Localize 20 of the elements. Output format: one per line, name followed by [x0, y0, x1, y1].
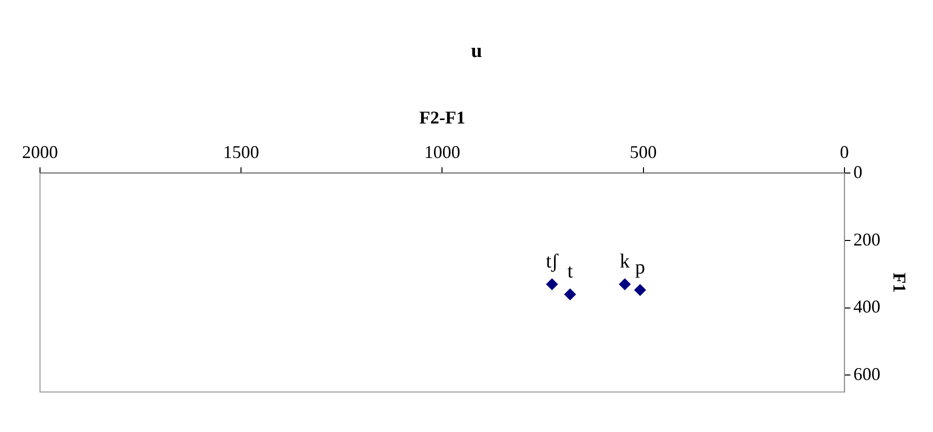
x-tick-label: 500 — [630, 142, 657, 162]
point — [618, 278, 631, 290]
y-tick-label: 400 — [853, 296, 880, 317]
y-tick-label: 200 — [853, 229, 880, 250]
x-axis-title: F2-F1 — [419, 107, 466, 128]
y-axis-title: F1 — [890, 272, 910, 293]
annotation: t — [567, 260, 574, 283]
annotation: k — [620, 250, 630, 273]
annotation: tʃ — [546, 250, 558, 273]
x-tick-label: 0 — [840, 142, 849, 162]
x-tick-label: 2000 — [22, 142, 58, 162]
x-tick-label: 1000 — [424, 142, 460, 162]
point — [564, 288, 576, 300]
point — [634, 284, 646, 296]
x-tick-label: 1500 — [223, 142, 260, 162]
annotation: p — [635, 256, 646, 278]
y-tick-label: 600 — [853, 364, 880, 384]
point — [546, 278, 558, 290]
chart-title: u — [470, 40, 482, 62]
y-tick-label: 0 — [853, 162, 862, 182]
